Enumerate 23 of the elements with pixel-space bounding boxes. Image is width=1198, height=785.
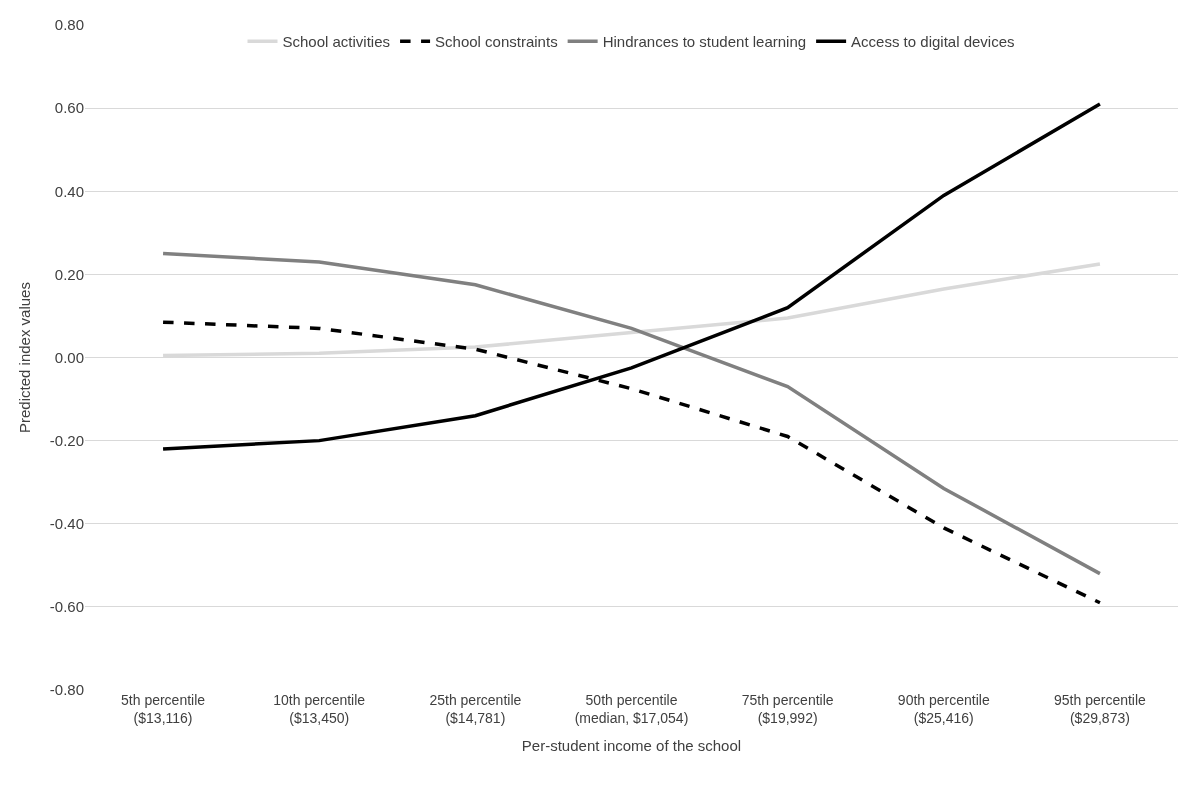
x-tick-label: 90th percentile ($25,416) [897, 692, 990, 727]
line-series [161, 251, 1102, 576]
y-tick-label: 0.00 [54, 348, 84, 366]
x-tick-label: 25th percentile ($14,781) [429, 692, 522, 727]
y-tick-label: 0.80 [54, 16, 84, 34]
y-tick-label: 0.40 [54, 182, 84, 200]
y-tick-label: -0.40 [49, 515, 84, 532]
x-tick-label: 95th percentile ($29,873) [1054, 692, 1147, 727]
legend-label: School activities [282, 33, 391, 51]
x-tick-label: 5th percentile ($13,116) [121, 692, 206, 727]
y-tick-label: -0.80 [49, 681, 84, 699]
legend-label: Hindrances to student learning [602, 33, 807, 51]
legend-label: Access to digital devices [851, 33, 1015, 51]
x-tick-label: 75th percentile ($19,992) [741, 692, 834, 727]
y-axis-title: Predicted index values [16, 282, 34, 433]
y-tick-label: 0.20 [54, 265, 84, 283]
y-tick-label: 0.60 [54, 99, 84, 117]
legend-label: School constraints [435, 33, 558, 51]
y-tick-label: -0.20 [49, 431, 84, 449]
x-tick-label: 50th percentile (median, $17,054) [574, 692, 689, 727]
x-tick-label: 10th percentile ($13,450) [273, 692, 366, 727]
x-axis-title: Per-student income of the school [521, 737, 742, 755]
y-tick-label: -0.60 [49, 598, 84, 616]
